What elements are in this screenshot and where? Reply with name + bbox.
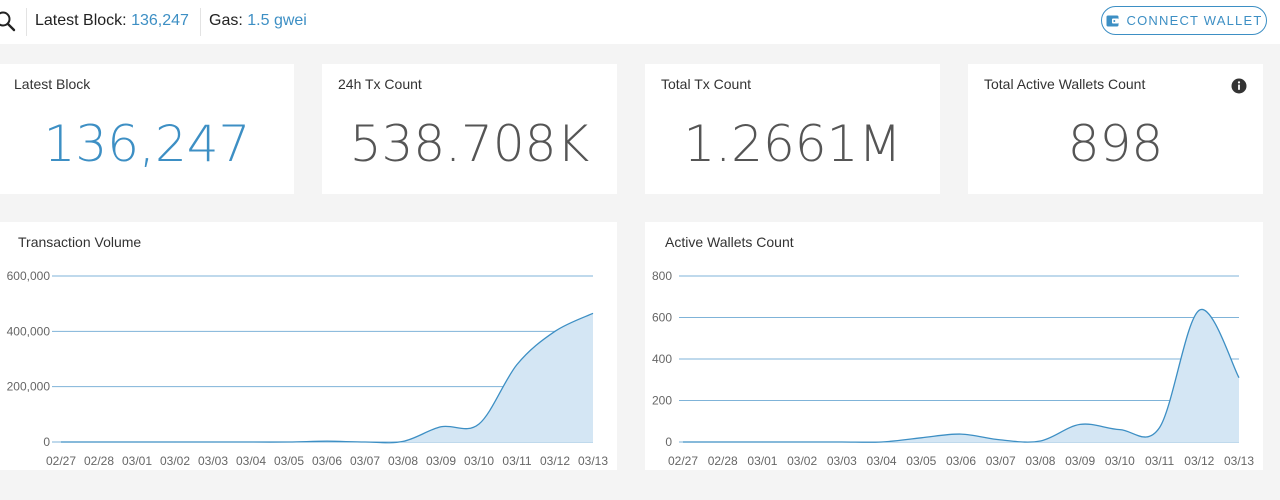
x-tick-label: 03/13 — [578, 454, 608, 468]
y-tick-label: 200 — [652, 394, 672, 408]
gas-label: Gas: — [209, 12, 243, 29]
connect-wallet-button[interactable]: CONNECT WALLET — [1101, 6, 1267, 35]
x-tick-label: 02/27 — [668, 454, 698, 468]
x-tick-label: 03/12 — [1184, 454, 1214, 468]
series-line — [683, 309, 1240, 443]
latest-block-value: 136,247 — [131, 12, 189, 29]
x-tick-label: 03/05 — [906, 454, 936, 468]
x-tick-label: 03/10 — [1105, 454, 1135, 468]
stat-card-title: Total Tx Count — [661, 76, 752, 92]
stat-card-active-wallets: Total Active Wallets Count 898 — [968, 64, 1263, 194]
chart-title: Transaction Volume — [18, 234, 142, 250]
x-tick-label: 03/12 — [540, 454, 570, 468]
x-tick-label: 03/02 — [160, 454, 190, 468]
gas-value: 1.5 gwei — [247, 12, 307, 29]
header-latest-block: Latest Block: 136,247 — [35, 11, 189, 31]
wallet-icon — [1106, 15, 1118, 26]
y-tick-label: 800 — [652, 269, 672, 283]
x-tick-label: 03/13 — [1224, 454, 1254, 468]
x-tick-label: 03/11 — [1145, 454, 1174, 468]
divider — [26, 8, 27, 36]
x-tick-label: 03/03 — [827, 454, 857, 468]
stat-card-24h-tx-count: 24h Tx Count 538.708K — [322, 64, 617, 194]
x-tick-label: 03/07 — [350, 454, 380, 468]
x-tick-label: 03/06 — [312, 454, 342, 468]
stat-card-value: 1.2661M — [683, 115, 902, 173]
x-tick-label: 03/09 — [426, 454, 456, 468]
x-tick-label: 03/07 — [986, 454, 1016, 468]
series-area — [61, 313, 593, 443]
y-tick-label: 0 — [43, 435, 50, 449]
y-tick-label: 600,000 — [7, 269, 51, 283]
stat-card-latest-block: Latest Block 136,247 — [0, 64, 294, 194]
y-tick-label: 400,000 — [7, 324, 51, 338]
latest-block-label: Latest Block: — [35, 12, 127, 29]
y-tick-label: 200,000 — [7, 380, 51, 394]
x-tick-label: 03/05 — [274, 454, 304, 468]
x-tick-label: 03/01 — [747, 454, 777, 468]
chart-title: Active Wallets Count — [665, 234, 794, 250]
top-bar: Latest Block: 136,247 Gas: 1.5 gwei CONN… — [0, 0, 1280, 44]
active-wallets-chart-card: Active Wallets Count 0 200 400 600 800 02/27 0… — [645, 222, 1263, 470]
x-tick-label: 02/27 — [46, 454, 76, 468]
x-tick-label: 03/10 — [464, 454, 494, 468]
stat-card-value: 538.708K — [349, 115, 590, 173]
active-wallets-chart: 0 200 400 600 800 02/27 02/28 03/01 03/02 03/03 03… — [652, 269, 1254, 468]
y-tick-label: 400 — [652, 352, 672, 366]
x-tick-label: 03/08 — [388, 454, 418, 468]
transaction-volume-chart: 0 200,000 400,000 600,000 02/27 02/28 03/01 03/… — [7, 269, 609, 468]
stat-card-title: 24h Tx Count — [338, 76, 422, 92]
stat-card-value: 898 — [1067, 115, 1164, 173]
x-tick-label: 03/03 — [198, 454, 228, 468]
stat-card-title: Total Active Wallets Count — [984, 76, 1146, 92]
x-tick-label: 03/04 — [867, 454, 897, 468]
x-tick-label: 03/09 — [1065, 454, 1095, 468]
x-tick-label: 03/01 — [122, 454, 152, 468]
transaction-volume-chart-card: Transaction Volume 0 200,000 400,000 600,00… — [0, 222, 617, 470]
x-tick-label: 02/28 — [708, 454, 738, 468]
x-tick-label: 03/06 — [946, 454, 976, 468]
divider — [200, 8, 201, 36]
connect-wallet-label: CONNECT WALLET — [1126, 13, 1263, 28]
y-tick-label: 600 — [652, 311, 672, 325]
x-tick-label: 03/11 — [502, 454, 531, 468]
x-tick-label: 03/08 — [1025, 454, 1055, 468]
series-area — [683, 309, 1239, 443]
info-icon[interactable] — [1231, 78, 1247, 94]
header-gas: Gas: 1.5 gwei — [209, 11, 307, 31]
stat-card-title: Latest Block — [14, 76, 91, 92]
search-icon[interactable] — [0, 10, 18, 34]
x-tick-label: 03/04 — [236, 454, 266, 468]
x-tick-label: 02/28 — [84, 454, 114, 468]
stat-card-value: 136,247 — [43, 115, 251, 173]
stat-card-total-tx-count: Total Tx Count 1.2661M — [645, 64, 940, 194]
y-tick-label: 0 — [665, 435, 672, 449]
x-tick-label: 03/02 — [787, 454, 817, 468]
